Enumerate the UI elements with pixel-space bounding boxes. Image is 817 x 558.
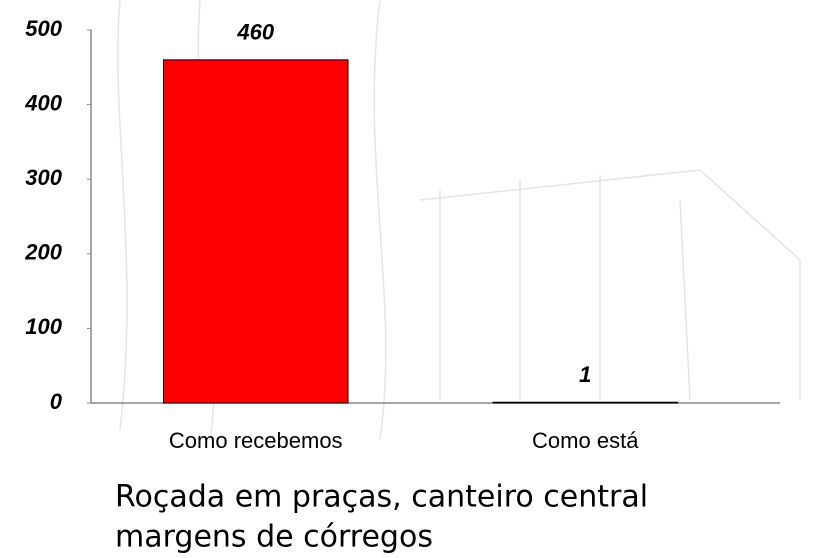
chart-title: Roçada em praças, canteiro central: [115, 480, 648, 515]
value-label: 1: [579, 362, 591, 387]
bar: [492, 401, 679, 404]
y-tick-label: 0: [50, 389, 63, 414]
y-tick-label: 300: [25, 165, 62, 190]
x-tick-label: Como está: [532, 428, 639, 453]
y-tick-label: 100: [25, 314, 62, 339]
x-tick-label: Como recebemos: [169, 428, 343, 453]
chart-title: margens de córregos: [115, 520, 433, 555]
bar: [162, 59, 349, 404]
value-label: 460: [236, 20, 274, 45]
y-tick-label: 400: [24, 90, 62, 115]
y-tick-label: 500: [25, 16, 62, 41]
y-tick-label: 200: [24, 240, 62, 265]
